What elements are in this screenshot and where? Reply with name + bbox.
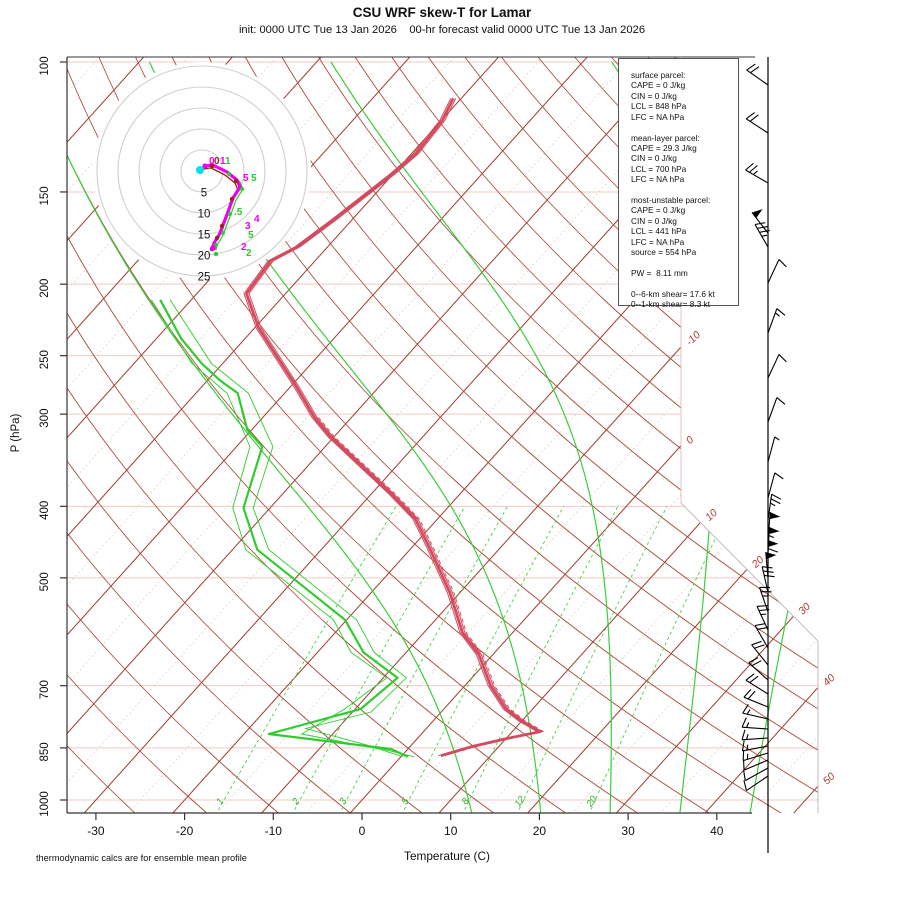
hodograph-ring-label: 15	[198, 230, 211, 242]
x-axis-title: Temperature (C)	[404, 849, 490, 863]
wind-barb	[745, 162, 769, 184]
pressure-tick-label: 100	[39, 56, 51, 75]
hodograph-height-label: 2	[241, 242, 247, 253]
hodograph-ring-label: 20	[198, 251, 211, 263]
isotherm-label: -10	[684, 329, 703, 348]
temperature-tick-label: 0	[359, 824, 366, 838]
wind-barb	[767, 512, 781, 539]
wind-barb	[754, 222, 770, 248]
wind-barb	[756, 604, 770, 631]
pressure-tick-label: 150	[39, 186, 51, 205]
wind-barb	[765, 552, 777, 579]
temperature-tick-label: -10	[265, 824, 283, 838]
pressure-tick-label: 400	[39, 501, 51, 520]
wind-barb	[741, 717, 769, 730]
isotherm-label: 0	[684, 434, 697, 447]
wind-barb	[741, 729, 769, 741]
dewpoint-trace	[151, 299, 415, 758]
wind-barb	[743, 767, 769, 782]
temperature-tick-label: 20	[533, 824, 547, 838]
mixing-ratio-label: 2	[290, 796, 303, 808]
isotherm-label: 30	[796, 601, 813, 618]
wind-barb	[746, 63, 769, 86]
mixing-ratio-label: 1	[214, 796, 226, 807]
hodograph-height-label: 3	[245, 221, 251, 232]
storm-motion-marker	[196, 166, 204, 174]
pressure-tick-label: 1000	[39, 791, 51, 817]
mixing-ratio-lines	[215, 506, 732, 813]
wind-barb	[742, 759, 769, 771]
parcel-info-panel: surface parcel: CAPE = 0 J/kg CIN = 0 J/…	[618, 58, 739, 309]
hodograph-height-label: 5	[251, 173, 257, 184]
hodograph-height-label: 0	[209, 156, 215, 167]
hodograph-height-label: .5	[234, 207, 243, 218]
wind-barb	[742, 704, 769, 720]
wind-barb	[767, 472, 784, 499]
wind-barb	[748, 657, 769, 681]
wind-barb	[767, 354, 787, 379]
wind-barb	[741, 740, 769, 752]
wind-barb	[767, 397, 786, 423]
hodograph-height-label: 1	[220, 156, 226, 167]
wind-barb	[759, 586, 772, 613]
wind-barb	[745, 673, 769, 695]
y-axis-title: P (hPa)	[10, 413, 22, 453]
isotherm-label: 40	[821, 672, 838, 689]
wind-barb	[767, 436, 780, 463]
chart-title: CSU WRF skew-T for Lamar	[352, 5, 532, 20]
isotherm-label: 50	[821, 770, 838, 787]
wind-barb	[743, 775, 769, 791]
isotherm-label: 20	[749, 554, 767, 572]
pressure-tick-label: 250	[39, 350, 51, 369]
hodograph-ring-label: 5	[201, 188, 207, 200]
hodograph-height-label: 4	[254, 214, 260, 225]
temperature-tick-label: 10	[444, 824, 458, 838]
temperature-trace	[243, 97, 545, 758]
frame	[66, 56, 819, 814]
wind-barb	[743, 689, 769, 708]
wind-barb	[767, 259, 787, 284]
temperature-axis: -30 -20 -10 0 10 20 30 40	[87, 813, 724, 838]
wind-barb	[745, 112, 769, 134]
pressure-tick-label: 300	[39, 409, 51, 428]
temperature-tick-label: 30	[621, 824, 635, 838]
hodograph-height-label: 0	[214, 156, 220, 167]
wind-barb-column	[741, 57, 787, 853]
temperature-tick-label: -20	[176, 824, 194, 838]
temperature-tick-label: 40	[710, 824, 724, 838]
hodograph-ring-label: 10	[198, 209, 211, 221]
wind-barb	[754, 623, 769, 649]
hodograph-ring-label: 25	[198, 272, 211, 284]
wind-barb	[767, 540, 779, 566]
hodograph-height-label: 2	[246, 248, 252, 259]
wind-barb	[767, 308, 786, 334]
wind-barb	[767, 493, 782, 521]
pressure-tick-label: 850	[39, 742, 51, 761]
isotherm-label: 10	[703, 507, 720, 524]
hodograph-height-label: 5	[243, 173, 249, 184]
wind-barb	[742, 750, 769, 762]
mixing-ratio-label: 3	[337, 796, 349, 807]
chart-subtitle: init: 0000 UTC Tue 13 Jan 2026 00-hr for…	[238, 24, 646, 36]
wind-barb	[751, 209, 769, 234]
footer-note: thermodynamic calcs are for ensemble mea…	[36, 853, 247, 863]
mixing-ratio-label: 12	[513, 794, 528, 810]
hodograph-height-label: 5	[248, 230, 254, 241]
pressure-tick-label: 500	[39, 572, 51, 591]
hodograph-height-label: 1	[225, 156, 231, 167]
pressure-tick-label: 700	[39, 680, 51, 699]
temperature-tick-label: -30	[87, 824, 105, 838]
mixing-ratio-label: 5	[399, 796, 411, 807]
wind-barb	[751, 640, 769, 666]
pressure-axis: 100 150 200 250 300 400 500 700 850 1000	[39, 56, 67, 817]
mixing-ratio-label: 8	[460, 796, 472, 807]
pressure-tick-label: 200	[39, 279, 51, 298]
